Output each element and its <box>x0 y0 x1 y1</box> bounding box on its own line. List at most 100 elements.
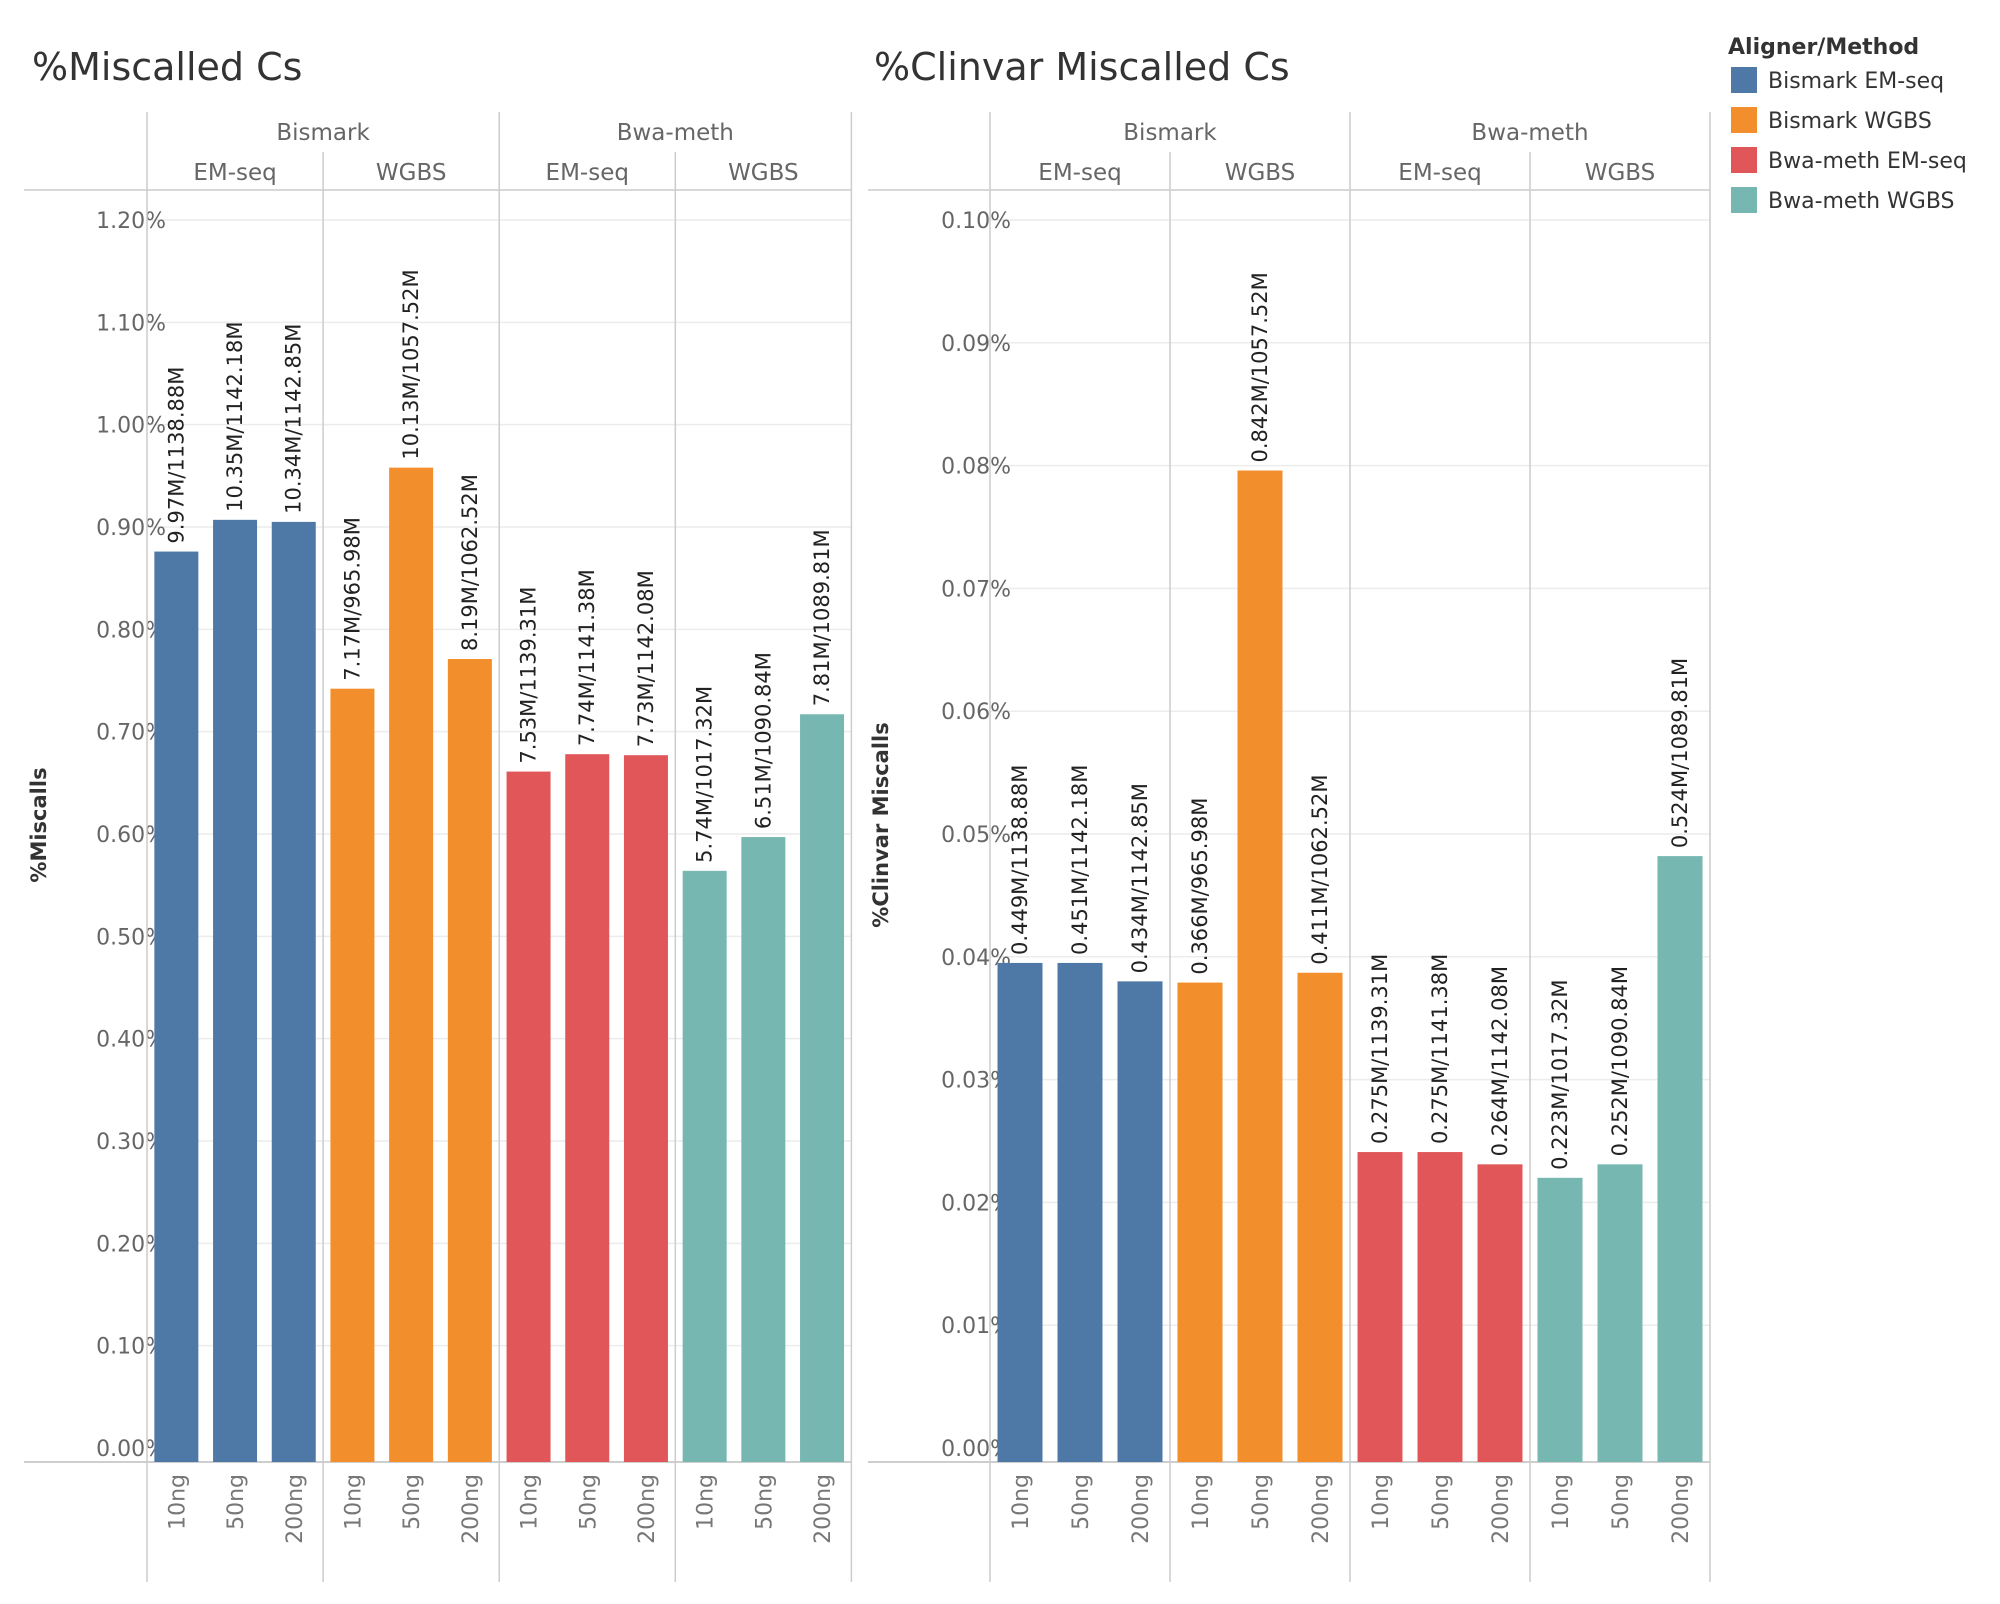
chart-2-y-tick-label: 0.10% <box>941 209 1011 234</box>
chart-2-bar-bwa-meth-wgbs-50ng <box>1597 1164 1643 1462</box>
chart-2-data-label-bwa-meth-em-seq-50ng: 0.275M/1141.38M <box>1428 954 1452 1144</box>
chart-1-y-axis-label: %Miscalls <box>27 767 51 882</box>
chart-2-method-header-bwa-meth-wgbs: WGBS <box>1585 160 1656 186</box>
chart-2-bar-bwa-meth-em-seq-50ng <box>1417 1152 1463 1462</box>
chart-2-y-tick-label: 0.09% <box>941 332 1011 357</box>
chart-2-bar-bismark-wgbs-10ng <box>1177 982 1223 1462</box>
chart-1-method-header-bwa-meth-em-seq: EM-seq <box>546 160 629 186</box>
chart-2-data-label-bismark-wgbs-50ng: 0.842M/1057.52M <box>1248 272 1272 462</box>
chart-2-aligner-header-bwa-meth: Bwa-meth <box>1471 120 1588 146</box>
legend-item-bismark-wgbs[interactable]: Bismark WGBS <box>1731 107 1932 134</box>
chart-1-x-tick-label-bismark-em-seq-10ng: 10ng <box>165 1474 190 1530</box>
legend-item-bismark-em-seq[interactable]: Bismark EM-seq <box>1731 67 1944 94</box>
chart-1-data-label-bismark-em-seq-10ng: 9.97M/1138.88M <box>164 367 188 544</box>
chart-2-data-label-bwa-meth-wgbs-50ng: 0.252M/1090.84M <box>1608 966 1632 1156</box>
chart-1-bar-bismark-em-seq-10ng <box>154 551 199 1462</box>
legend-title: Aligner/Method <box>1728 35 1919 60</box>
chart-1-bar-bwa-meth-em-seq-200ng <box>623 755 668 1462</box>
chart-2-x-tick-label-bwa-meth-em-seq-50ng: 50ng <box>1429 1474 1454 1530</box>
chart-1-bar-bismark-wgbs-50ng <box>389 467 434 1462</box>
chart-1-bar-bwa-meth-wgbs-10ng <box>682 870 727 1462</box>
chart-1-x-tick-label-bismark-em-seq-200ng: 200ng <box>283 1474 308 1544</box>
chart-2-bar-bwa-meth-em-seq-200ng <box>1477 1164 1523 1462</box>
chart-1-data-label-bwa-meth-wgbs-10ng: 5.74M/1017.32M <box>693 686 717 863</box>
chart-1-x-tick-label-bwa-meth-wgbs-200ng: 200ng <box>811 1474 836 1544</box>
chart-1-y-tick-label: 1.00% <box>96 414 166 439</box>
chart-1-method-header-bwa-meth-wgbs: WGBS <box>728 160 799 186</box>
chart-1-data-label-bwa-meth-em-seq-10ng: 7.53M/1139.31M <box>517 587 541 764</box>
chart-1-x-tick-label-bismark-wgbs-200ng: 200ng <box>459 1474 484 1544</box>
chart-2-bar-bismark-wgbs-50ng <box>1237 470 1283 1463</box>
legend-swatch-bismark-wgbs <box>1731 107 1757 133</box>
chart-1-data-label-bismark-wgbs-50ng: 10.13M/1057.52M <box>399 269 423 459</box>
chart-1-method-header-bismark-em-seq: EM-seq <box>193 160 276 186</box>
chart-1-x-tick-label-bwa-meth-wgbs-50ng: 50ng <box>752 1474 777 1530</box>
chart-1-data-label-bismark-em-seq-50ng: 10.35M/1142.18M <box>223 322 247 512</box>
chart-1-title: %Miscalled Cs <box>32 45 302 89</box>
chart-2-y-axis-label: %Clinvar Miscalls <box>869 722 893 927</box>
chart-2-data-label-bismark-em-seq-200ng: 0.434M/1142.85M <box>1128 783 1152 973</box>
chart-1-x-tick-label-bismark-wgbs-50ng: 50ng <box>400 1474 425 1530</box>
chart-1-bar-bwa-meth-wgbs-200ng <box>800 714 845 1462</box>
chart-2-data-label-bismark-wgbs-10ng: 0.366M/965.98M <box>1188 798 1212 975</box>
chart-2-x-tick-label-bismark-em-seq-50ng: 50ng <box>1069 1474 1094 1530</box>
chart-1-aligner-header-bwa-meth: Bwa-meth <box>617 120 734 146</box>
legend-swatch-bwa-meth-em-seq <box>1731 147 1757 173</box>
chart-2-bar-bismark-em-seq-10ng <box>997 962 1043 1462</box>
chart-2-bar-bismark-em-seq-200ng <box>1117 981 1163 1462</box>
chart-1-x-tick-label-bwa-meth-em-seq-10ng: 10ng <box>518 1474 543 1530</box>
chart-2-data-label-bwa-meth-wgbs-200ng: 0.524M/1089.81M <box>1668 658 1692 848</box>
chart-2-data-label-bwa-meth-em-seq-200ng: 0.264M/1142.08M <box>1488 966 1512 1156</box>
chart-2-aligner-header-bismark: Bismark <box>1123 120 1217 146</box>
chart-1-y-tick-label: 1.20% <box>96 209 166 234</box>
legend: Aligner/Method Bismark EM-seq Bismark WG… <box>1728 35 1967 214</box>
chart-1: %Miscalled Cs%Miscalls0.00%0.10%0.20%0.3… <box>24 45 853 1582</box>
chart-1-bar-bwa-meth-em-seq-50ng <box>565 754 610 1462</box>
chart-2-title: %Clinvar Miscalled Cs <box>874 45 1290 89</box>
chart-2-x-tick-label-bwa-meth-em-seq-200ng: 200ng <box>1489 1474 1514 1544</box>
chart-1-bar-bismark-em-seq-200ng <box>271 521 316 1462</box>
legend-swatch-bismark-em-seq <box>1731 67 1757 93</box>
chart-2-y-tick-label: 0.07% <box>941 577 1011 602</box>
chart-1-data-label-bismark-em-seq-200ng: 10.34M/1142.85M <box>282 324 306 514</box>
chart-1-data-label-bwa-meth-wgbs-50ng: 6.51M/1090.84M <box>751 652 775 829</box>
legend-item-bwa-meth-wgbs[interactable]: Bwa-meth WGBS <box>1731 187 1955 214</box>
chart-2-bar-bismark-wgbs-200ng <box>1297 972 1343 1462</box>
chart-2-y-tick-label: 0.08% <box>941 455 1011 480</box>
chart-1-data-label-bwa-meth-em-seq-50ng: 7.74M/1141.38M <box>575 569 599 746</box>
chart-2-data-label-bismark-wgbs-200ng: 0.411M/1062.52M <box>1308 774 1332 964</box>
chart-1-x-tick-label-bwa-meth-em-seq-50ng: 50ng <box>576 1474 601 1530</box>
chart-2-x-tick-label-bismark-wgbs-50ng: 50ng <box>1249 1474 1274 1530</box>
chart-2-bar-bwa-meth-wgbs-10ng <box>1537 1177 1583 1462</box>
chart-2-y-tick-label: 0.05% <box>941 823 1011 848</box>
chart-1-bar-bismark-wgbs-10ng <box>330 688 375 1462</box>
legend-label-bismark-em-seq: Bismark EM-seq <box>1768 69 1944 94</box>
chart-2-x-tick-label-bismark-wgbs-200ng: 200ng <box>1309 1474 1334 1544</box>
chart-1-x-tick-label-bwa-meth-em-seq-200ng: 200ng <box>635 1474 660 1544</box>
chart-2-method-header-bwa-meth-em-seq: EM-seq <box>1398 160 1481 186</box>
chart-2: %Clinvar Miscalled Cs %Clinvar Miscalls 0.… <box>868 45 1711 1582</box>
chart-1-y-tick-label: 0.90% <box>96 516 166 541</box>
chart-1-data-label-bwa-meth-wgbs-200ng: 7.81M/1089.81M <box>810 529 834 706</box>
chart-1-method-header-bismark-wgbs: WGBS <box>376 160 447 186</box>
chart-2-y-tick-label: 0.06% <box>941 700 1011 725</box>
chart-1-y-tick-label: 1.10% <box>96 311 166 336</box>
chart-1-bar-bismark-wgbs-200ng <box>447 659 492 1462</box>
chart-1-x-tick-label-bwa-meth-wgbs-10ng: 10ng <box>694 1474 719 1530</box>
chart-2-x-tick-label-bwa-meth-wgbs-50ng: 50ng <box>1609 1474 1634 1530</box>
chart-2-bar-bwa-meth-em-seq-10ng <box>1357 1152 1403 1462</box>
chart-2-x-tick-label-bwa-meth-em-seq-10ng: 10ng <box>1369 1474 1394 1530</box>
chart-1-x-tick-label-bismark-wgbs-10ng: 10ng <box>341 1474 366 1530</box>
chart-1-bar-bwa-meth-em-seq-10ng <box>506 771 551 1462</box>
legend-label-bwa-meth-em-seq: Bwa-meth EM-seq <box>1768 149 1967 174</box>
chart-1-bar-bwa-meth-wgbs-50ng <box>741 837 786 1462</box>
legend-item-bwa-meth-em-seq[interactable]: Bwa-meth EM-seq <box>1731 147 1967 174</box>
chart-2-x-tick-label-bwa-meth-wgbs-200ng: 200ng <box>1669 1474 1694 1544</box>
chart-2-bar-bismark-em-seq-50ng <box>1057 962 1103 1462</box>
chart-2-data-label-bismark-em-seq-50ng: 0.451M/1142.18M <box>1068 765 1092 955</box>
chart-2-x-tick-label-bismark-em-seq-200ng: 200ng <box>1129 1474 1154 1544</box>
chart-2-data-label-bwa-meth-wgbs-10ng: 0.223M/1017.32M <box>1548 980 1572 1170</box>
chart-2-method-header-bismark-em-seq: EM-seq <box>1038 160 1121 186</box>
